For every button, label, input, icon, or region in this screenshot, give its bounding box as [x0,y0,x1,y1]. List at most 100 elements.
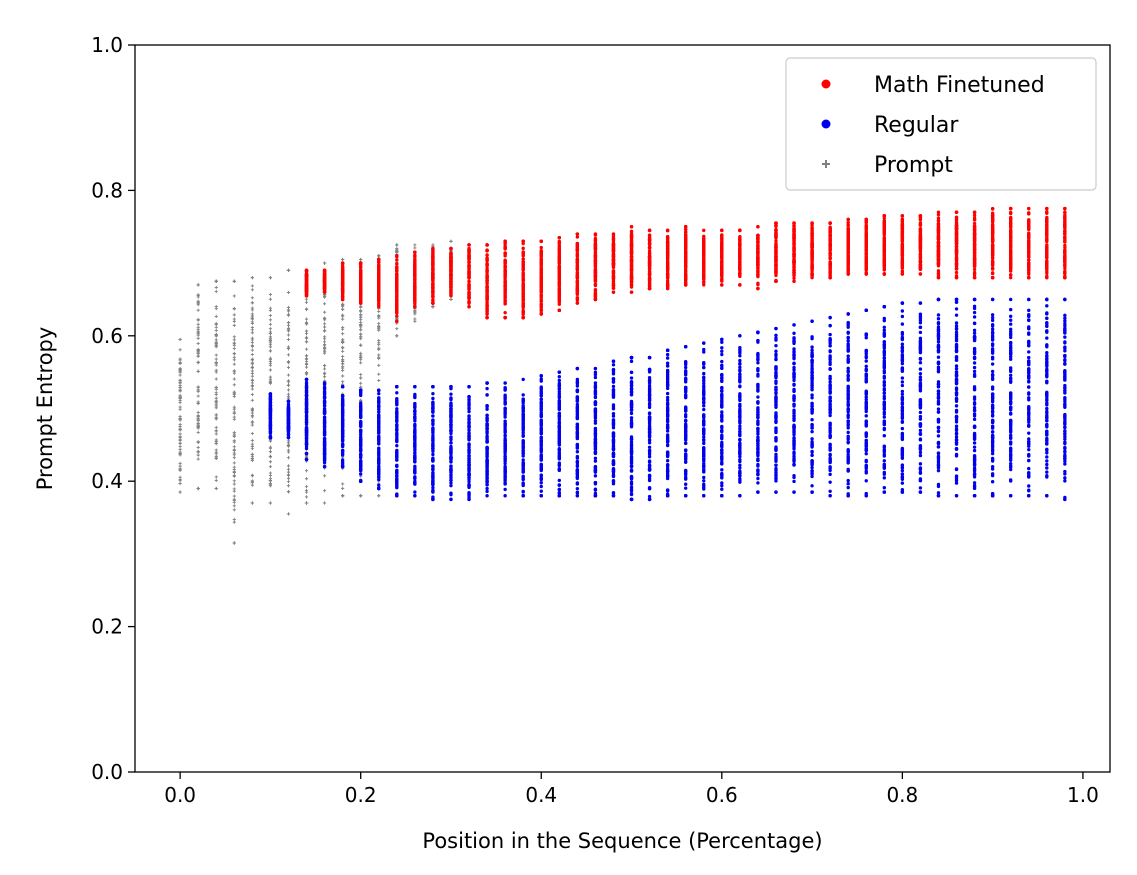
regular-point [304,451,309,456]
prompt-point [178,373,182,377]
prompt-point [250,325,254,330]
regular-point [413,480,417,485]
regular-point [358,428,363,433]
regular-point [846,386,850,390]
prompt-point [250,374,254,378]
regular-point [828,367,832,371]
regular-point [647,355,652,360]
prompt-point [232,494,236,498]
prompt-point [322,337,327,341]
regular-point [900,349,905,354]
prompt-point [322,340,327,344]
prompt-point [286,392,291,396]
regular-point [882,426,887,431]
regular-point [864,419,868,423]
regular-point [521,489,525,494]
prompt-point [196,385,200,389]
regular-point [377,399,381,404]
regular-point [846,413,850,417]
regular-point [521,475,525,480]
regular-point [774,338,778,342]
prompt-point [322,367,327,371]
regular-point [864,308,868,313]
regular-point [431,467,435,472]
regular-point [846,370,850,374]
regular-point [792,347,796,351]
regular-point [702,350,706,354]
prompt-point [232,479,236,483]
regular-point [413,469,417,473]
regular-point [738,397,742,401]
regular-point [990,362,995,366]
regular-point [593,480,598,485]
regular-point [828,442,832,446]
regular-point [828,434,832,439]
regular-point [702,386,706,390]
regular-point [936,355,941,359]
regular-point [647,478,652,483]
regular-point [521,439,525,443]
prompt-point [286,333,291,337]
regular-point [792,432,796,437]
regular-point [683,482,688,486]
regular-point [828,387,832,391]
regular-point [449,455,453,460]
regular-point [557,438,562,443]
prompt-point [322,489,327,493]
regular-point [882,452,887,457]
regular-point [900,420,905,424]
prompt-point [214,439,218,443]
prompt-point [304,297,309,301]
regular-point [268,424,273,428]
regular-point [557,375,562,379]
regular-point [611,479,616,483]
regular-point [738,429,742,434]
regular-point [539,463,543,468]
prompt-point [178,477,182,482]
regular-point [972,306,977,311]
regular-point [449,425,453,430]
regular-point [810,490,814,494]
regular-point [629,485,634,489]
regular-point [936,313,941,317]
prompt-point [232,470,236,475]
regular-point [683,432,688,437]
prompt-point [341,304,345,308]
regular-point [665,488,670,492]
regular-point [738,451,742,455]
regular-point [972,459,977,463]
regular-point [972,374,977,378]
regular-point [322,415,327,420]
regular-point [611,420,616,424]
prompt-point [268,331,273,336]
regular-point [665,459,670,463]
regular-point [575,450,580,454]
regular-point [665,471,670,476]
prompt-point [232,313,236,317]
regular-point [304,414,309,419]
prompt-point [196,361,200,365]
prompt-point [232,489,236,493]
regular-point [503,445,507,449]
regular-point [377,469,381,473]
regular-point [990,447,995,451]
regular-point [683,407,688,411]
regular-point [846,422,850,426]
regular-point [738,394,742,398]
regular-point [702,362,706,366]
regular-point [972,494,977,498]
prompt-point [322,325,327,329]
regular-point [792,435,796,440]
regular-point [810,348,814,352]
regular-point [828,344,832,348]
prompt-point [196,333,200,337]
regular-point [756,419,760,423]
regular-point [665,372,670,376]
prompt-point [268,343,273,347]
regular-point [377,388,381,393]
regular-point [304,407,309,411]
prompt-point [214,333,218,337]
regular-point [792,402,796,406]
prompt-point [178,400,182,405]
prompt-point [304,354,309,358]
